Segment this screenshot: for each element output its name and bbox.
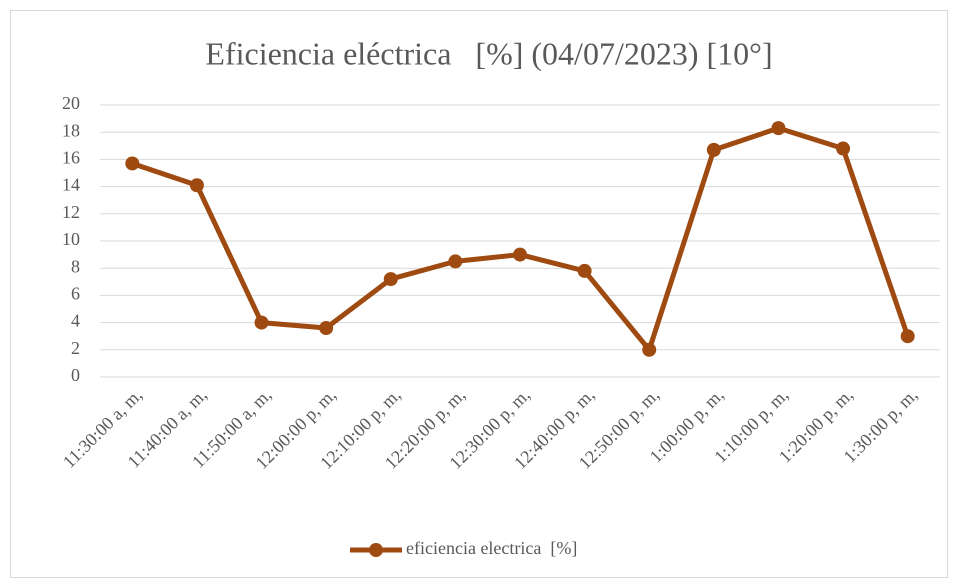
y-tick-label: 16: [62, 148, 80, 168]
y-tick-label: 2: [71, 338, 80, 358]
y-tick-label: 20: [62, 93, 80, 113]
y-tick-label: 6: [71, 284, 80, 304]
y-tick-label: 8: [71, 256, 80, 276]
legend-label: eficiencia electrica [%]: [406, 538, 577, 558]
chart-border: [10, 10, 948, 578]
point: [513, 247, 527, 262]
point: [319, 321, 334, 336]
point: [836, 141, 851, 156]
point: [577, 263, 592, 278]
point: [189, 178, 204, 193]
point: [706, 142, 721, 157]
point: [125, 156, 140, 171]
chart-title: Eficiencia eléctrica [%] (04/07/2023) [1…: [205, 35, 772, 71]
legend-marker: [369, 543, 383, 557]
y-tick-label: 12: [62, 202, 80, 222]
point: [771, 121, 786, 136]
y-tick-label: 10: [62, 229, 80, 249]
point: [383, 272, 398, 287]
y-tick-label: 4: [71, 311, 80, 331]
y-tick-label: 0: [71, 365, 80, 385]
y-tick-label: 18: [62, 120, 80, 140]
point: [900, 329, 915, 344]
point: [254, 315, 269, 330]
point: [448, 254, 463, 269]
point: [642, 342, 657, 357]
y-tick-label: 14: [62, 175, 80, 195]
